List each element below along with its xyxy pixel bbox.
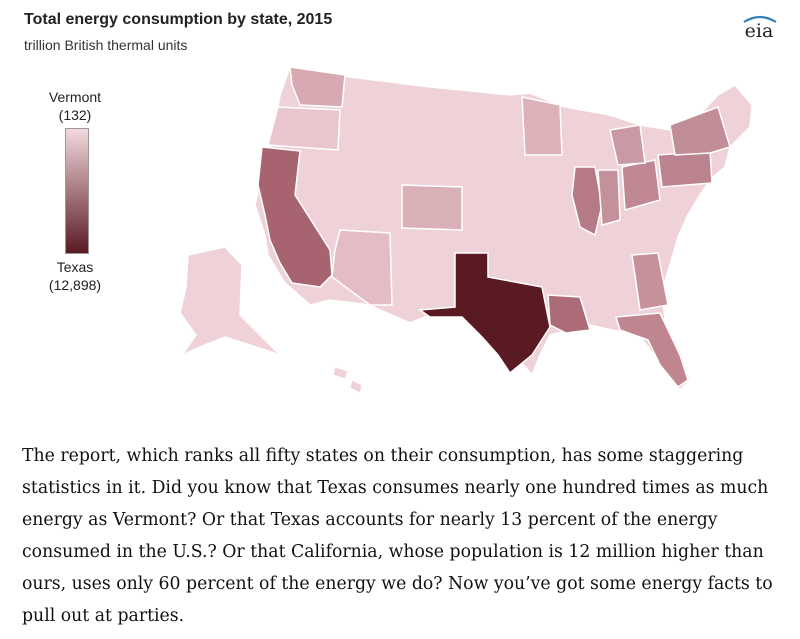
legend-max-state: Texas (56, 259, 94, 275)
figure-subtitle: trillion British thermal units (24, 37, 188, 53)
energy-map-figure: Total energy consumption by state, 2015 … (24, 11, 780, 394)
legend-max-label: Texas (12,898) (30, 258, 120, 294)
figure-title: Total energy consumption by state, 2015 (24, 11, 333, 28)
article-paragraph: The report, which ranks all fifty states… (22, 446, 773, 626)
eia-logo: eia (738, 14, 780, 46)
state-alaska (179, 246, 281, 357)
state-indiana (597, 169, 621, 226)
state-colorado (401, 184, 463, 231)
state-arizona (331, 229, 393, 306)
state-michigan (609, 124, 646, 166)
eia-logo-swoosh (743, 15, 777, 23)
state-california (257, 146, 333, 288)
state-minnesota (521, 96, 563, 156)
state-pennsylvania (657, 150, 713, 188)
state-florida (615, 312, 689, 389)
legend-color-bar (65, 128, 89, 254)
state-illinois (571, 166, 603, 237)
eia-logo-text: eia (744, 20, 774, 42)
legend-min-value: (132) (58, 107, 92, 123)
state-texas (417, 252, 551, 375)
legend-min-state: Vermont (48, 89, 102, 105)
state-georgia (631, 252, 669, 311)
us-choropleth-map (179, 66, 753, 394)
state-newyork (669, 106, 731, 156)
state-oregon (267, 106, 341, 151)
legend-max-value: (12,898) (48, 277, 102, 293)
legend-min-label: Vermont (132) (30, 88, 120, 124)
state-hawaii (332, 366, 363, 394)
state-washington (289, 66, 346, 108)
state-louisiana (547, 294, 591, 334)
